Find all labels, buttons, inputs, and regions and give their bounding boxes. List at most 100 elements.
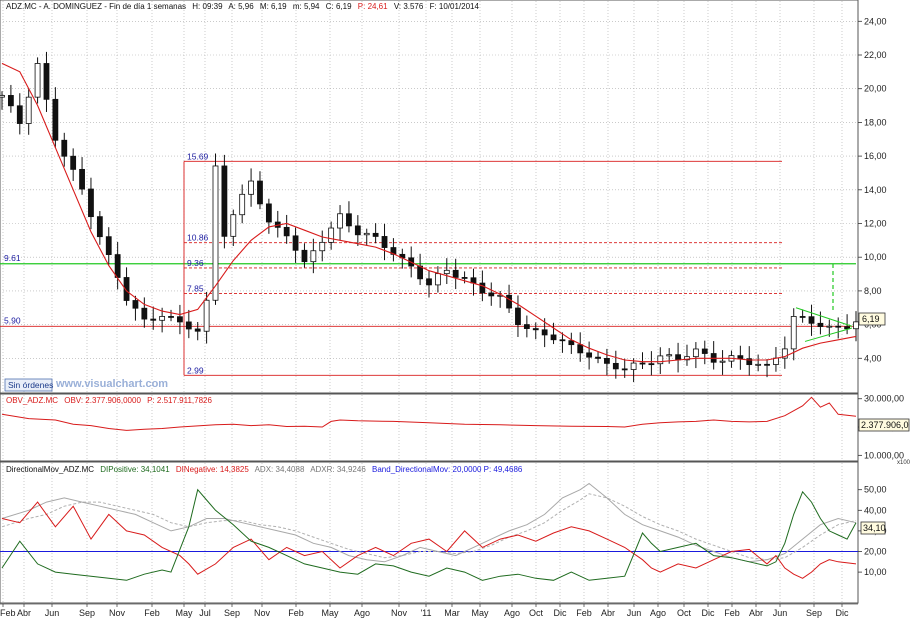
price-candle xyxy=(88,188,94,218)
level-label: 15.69 xyxy=(187,151,209,161)
price-candle xyxy=(692,348,699,358)
price-candle xyxy=(105,236,112,255)
price-candle xyxy=(123,277,130,301)
price-candle xyxy=(319,241,326,252)
price-candle xyxy=(755,363,762,366)
no-orders-button-bg[interactable] xyxy=(4,378,53,392)
time-tick-label: Sep xyxy=(79,608,95,618)
price-candle xyxy=(417,265,424,280)
price-candle xyxy=(790,316,797,350)
time-tick-label: Feb xyxy=(288,608,304,618)
price-candle xyxy=(684,356,690,361)
price-candle xyxy=(434,273,441,286)
time-tick-label: Ago xyxy=(650,608,666,618)
price-candle xyxy=(159,316,166,321)
time-tick-label: Ago xyxy=(354,608,370,618)
moving-average-line xyxy=(1,62,857,363)
price-candle xyxy=(96,216,103,238)
level-label: 7.85 xyxy=(187,283,204,293)
time-tick-label: Oct xyxy=(529,608,544,618)
no-orders-button[interactable]: Sin órdenes xyxy=(8,380,53,390)
support-resistance-levels xyxy=(0,160,856,376)
time-tick-label: Sep xyxy=(806,608,822,618)
time-tick-label: Abr xyxy=(749,608,763,618)
price-candle xyxy=(764,363,770,366)
price-candle xyxy=(461,277,468,279)
price-candle xyxy=(381,236,388,248)
price-candle xyxy=(346,213,352,227)
price-tick-label: 16,00 xyxy=(864,151,887,161)
time-tick-label: Dic xyxy=(836,608,849,618)
price-candle xyxy=(648,363,655,366)
price-candle xyxy=(194,328,201,332)
price-candle xyxy=(621,368,628,371)
price-candle xyxy=(16,105,23,124)
price-candle xyxy=(604,358,610,364)
price-candle xyxy=(248,180,254,195)
price-candle xyxy=(203,299,210,332)
dmi-header: DirectionalMov_ADZ.MC DIPositive: 34,104… xyxy=(6,465,523,474)
price-tick-label: 22,00 xyxy=(864,50,887,60)
time-tick-label: Jul xyxy=(199,608,211,618)
obv-scale-note: x100 xyxy=(897,460,911,466)
price-candle xyxy=(506,294,512,309)
price-candle xyxy=(523,324,530,329)
price-candle xyxy=(283,226,290,237)
price-candle xyxy=(568,340,575,346)
price-candle xyxy=(150,318,157,321)
time-tick-label: '11 xyxy=(420,608,431,618)
price-candle xyxy=(177,316,183,323)
time-tick-label: Ago xyxy=(504,608,520,618)
price-candle xyxy=(853,321,859,330)
level-label: 2.99 xyxy=(187,365,204,375)
price-candle xyxy=(132,300,139,309)
triangle-pattern xyxy=(795,263,853,342)
price-candle xyxy=(595,356,601,359)
di-positive-line xyxy=(1,488,857,581)
time-tick-label: May xyxy=(175,608,193,618)
last-price-value: 6,19 xyxy=(862,314,880,324)
adx-line xyxy=(1,482,857,563)
price-candle xyxy=(452,269,459,278)
price-candle xyxy=(185,321,192,330)
price-candle xyxy=(230,214,237,237)
price-candle xyxy=(363,232,370,236)
price-candle xyxy=(808,316,815,324)
price-candle xyxy=(292,235,299,251)
price-candle xyxy=(221,165,228,237)
time-tick-label: Feb xyxy=(144,608,160,618)
price-panel[interactable]: 15.69 10.86 9.36 7.85 2.99 9.61 5.90 ADZ.MC - … xyxy=(0,0,859,394)
price-candle xyxy=(559,339,566,342)
price-candle xyxy=(666,354,673,357)
price-candle xyxy=(586,352,593,358)
price-candle xyxy=(212,165,219,301)
price-candle xyxy=(488,292,495,297)
dmi-panel-frame xyxy=(0,461,859,604)
price-candle xyxy=(826,325,833,328)
price-candle xyxy=(328,227,335,243)
directional-movement-panel[interactable]: DirectionalMov_ADZ.MC DIPositive: 34,104… xyxy=(0,461,859,604)
price-candle xyxy=(354,225,361,236)
obv-panel-frame xyxy=(0,393,859,462)
time-tick-label: May xyxy=(471,608,489,618)
time-tick-label: Jun xyxy=(45,608,60,618)
obv-panel[interactable]: OBV_ADZ.MC OBV: 2.377.906,0000 P: 2.517.… xyxy=(0,393,859,462)
chart-header: ADZ.MC - A. DOMINGUEZ - Fin de día 1 sem… xyxy=(6,2,480,11)
obv-last-tag: 2.377.906,0 xyxy=(858,418,910,432)
price-candle xyxy=(141,307,148,320)
price-candle xyxy=(168,316,174,318)
price-tick-label: 4,00 xyxy=(864,353,882,363)
last-price-tag: 6,19 xyxy=(858,312,886,326)
price-candle xyxy=(0,95,5,98)
time-tick-label: Nov xyxy=(254,608,271,618)
price-candle xyxy=(52,98,59,141)
fibonacci-labels: 15.69 10.86 9.36 7.85 2.99 9.61 5.90 xyxy=(4,151,209,375)
price-candle xyxy=(550,334,557,341)
price-candle xyxy=(79,168,85,190)
price-tick-label: 18,00 xyxy=(864,117,887,127)
level-label: 9.36 xyxy=(187,258,204,268)
price-candle xyxy=(310,250,317,263)
price-candle xyxy=(799,316,806,318)
